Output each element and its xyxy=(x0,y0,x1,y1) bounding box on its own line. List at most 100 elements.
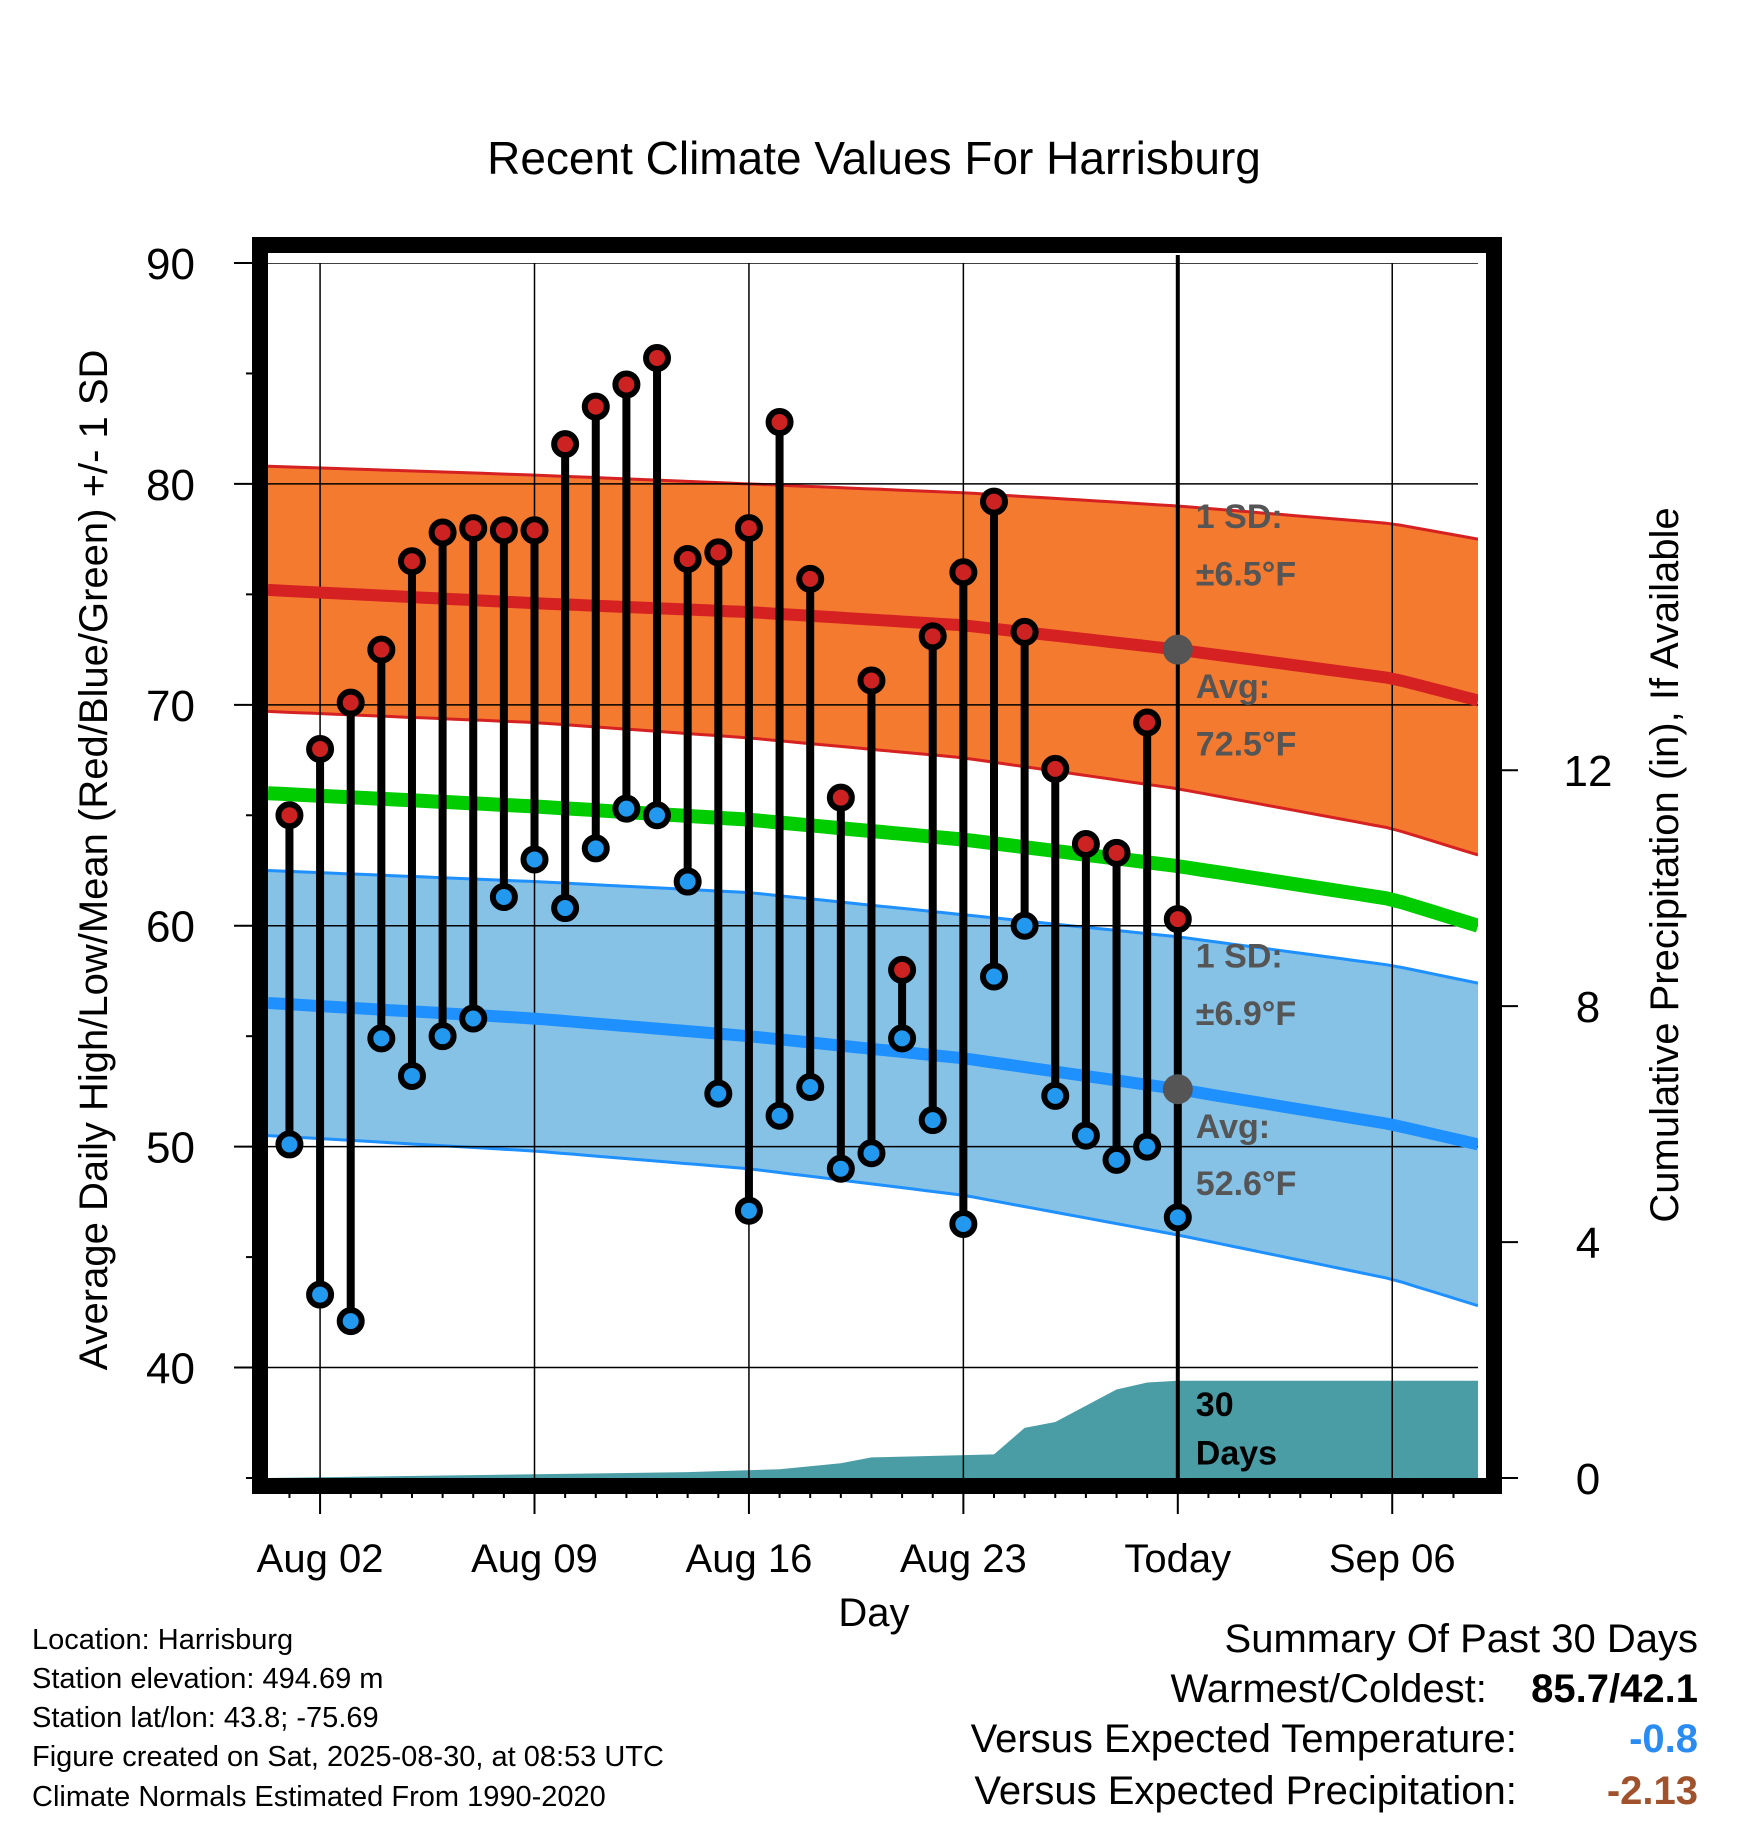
low-temp-point xyxy=(612,794,641,823)
precip-period-unit: Days xyxy=(1196,1435,1277,1473)
x-tick-label: Sep 06 xyxy=(1329,1537,1456,1581)
y-tick-label: 60 xyxy=(146,903,195,952)
high-temp-point xyxy=(1010,617,1039,646)
warm-cold-value: 85.7/42.1 xyxy=(1531,1667,1698,1711)
high-temp-point xyxy=(520,516,549,545)
low-temp-point xyxy=(1163,1203,1192,1232)
low-temp-point xyxy=(765,1101,794,1130)
y2-tick-label: 12 xyxy=(1564,747,1613,796)
y2-tick-label: 8 xyxy=(1576,983,1600,1032)
high-sd-value: ±6.5°F xyxy=(1196,556,1296,594)
low-temp-point xyxy=(643,801,672,830)
high-temp-point xyxy=(857,666,886,695)
high-temp-point xyxy=(980,487,1008,516)
high-temp-point xyxy=(765,408,794,437)
high-temp-point xyxy=(918,622,947,651)
low-temp-point xyxy=(704,1079,733,1108)
low-temp-point xyxy=(734,1196,763,1225)
low-temp-point xyxy=(489,883,518,912)
high-avg-label: Avg: xyxy=(1196,668,1270,706)
high-avg-value: 72.5°F xyxy=(1196,726,1297,764)
high-temp-point xyxy=(888,955,917,984)
low-temp-point xyxy=(1102,1145,1131,1174)
latlon-text: Station lat/lon: 43.8; -75.69 xyxy=(32,1702,379,1734)
precip-value: -2.13 xyxy=(1606,1769,1698,1813)
high-sd-band xyxy=(268,466,1478,855)
summary-title: Summary Of Past 30 Days xyxy=(1224,1617,1698,1661)
location-text: Location: Harrisburg xyxy=(32,1624,294,1656)
high-temp-point xyxy=(489,516,518,545)
today-high-avg-marker xyxy=(1162,634,1193,665)
high-temp-point xyxy=(734,514,763,543)
summary-temp: Versus Expected Temperature: -0.8 xyxy=(971,1717,1698,1762)
low-avg-value: 52.6°F xyxy=(1196,1165,1297,1203)
y-axis-title: Average Daily High/Low/Mean (Red/Blue/Gr… xyxy=(72,350,116,1371)
y2-tick-label: 0 xyxy=(1576,1455,1600,1504)
normals-text: Climate Normals Estimated From 1990-2020 xyxy=(32,1781,606,1813)
low-temp-point xyxy=(428,1022,457,1051)
high-temp-point xyxy=(551,430,580,459)
x-tick-label: Aug 02 xyxy=(257,1537,384,1581)
y-tick-label: 90 xyxy=(146,240,195,289)
x-tick-label: Aug 16 xyxy=(686,1537,813,1581)
low-temp-point xyxy=(1071,1121,1100,1150)
high-temp-point xyxy=(673,545,702,574)
high-temp-point xyxy=(826,783,855,812)
y-tick-label: 50 xyxy=(146,1124,195,1173)
high-temp-point xyxy=(643,343,672,372)
temp-value: -0.8 xyxy=(1629,1717,1698,1761)
low-temp-point xyxy=(1133,1132,1162,1161)
high-temp-point xyxy=(1163,905,1192,934)
high-temp-point xyxy=(949,558,978,587)
low-temp-point xyxy=(796,1072,825,1101)
low-temp-point xyxy=(949,1209,978,1238)
plot-frame xyxy=(252,237,1502,1494)
x-tick-label: Aug 23 xyxy=(900,1537,1027,1581)
high-band-upper-edge xyxy=(268,464,1478,541)
low-temp-point xyxy=(275,1130,304,1159)
precip-label: Versus Expected Precipitation: xyxy=(974,1769,1517,1813)
created-text: Figure created on Sat, 2025-08-30, at 08… xyxy=(32,1741,664,1773)
summary-warm-cold: Warmest/Coldest: 85.7/42.1 xyxy=(1171,1667,1699,1712)
summary-precip: Versus Expected Precipitation: -2.13 xyxy=(974,1769,1698,1814)
y-tick-label: 70 xyxy=(146,682,195,731)
high-temp-point xyxy=(275,801,304,830)
x-axis-title: Day xyxy=(838,1591,909,1635)
high-temp-point xyxy=(1041,754,1070,783)
high-temp-point xyxy=(581,392,610,421)
low-temp-point xyxy=(459,1004,488,1033)
high-temp-point xyxy=(612,370,641,399)
y-tick-label: 40 xyxy=(146,1345,195,1394)
y2-axis-title: Cumulative Precipitation (in), If Availa… xyxy=(1643,507,1687,1222)
low-temp-point xyxy=(918,1106,947,1135)
low-temp-point xyxy=(826,1154,855,1183)
temp-label: Versus Expected Temperature: xyxy=(970,1717,1517,1761)
low-temp-point xyxy=(581,834,610,863)
today-low-avg-marker xyxy=(1162,1074,1193,1105)
low-temp-point xyxy=(306,1280,335,1309)
precip-period-value: 30 xyxy=(1196,1386,1234,1424)
high-temp-point xyxy=(306,735,335,763)
x-tick-label: Today xyxy=(1124,1537,1231,1581)
low-temp-point xyxy=(551,894,580,923)
low-temp-point xyxy=(520,845,549,874)
high-temp-point xyxy=(1071,829,1100,858)
high-temp-point xyxy=(367,635,396,664)
chart-title: Recent Climate Values For Harrisburg xyxy=(487,132,1261,184)
low-temp-point xyxy=(980,962,1008,991)
precip-area xyxy=(268,1380,1478,1478)
y2-tick-label: 4 xyxy=(1576,1219,1600,1268)
high-temp-point xyxy=(459,514,488,543)
high-temp-point xyxy=(704,538,733,567)
high-sd-label: 1 SD: xyxy=(1196,498,1283,536)
low-temp-point xyxy=(857,1139,886,1168)
high-temp-point xyxy=(428,518,457,547)
low-sd-value: ±6.9°F xyxy=(1196,995,1296,1033)
high-temp-point xyxy=(336,688,365,717)
low-temp-point xyxy=(336,1307,365,1336)
high-temp-point xyxy=(796,564,825,593)
warm-cold-label: Warmest/Coldest: xyxy=(1170,1667,1487,1711)
low-temp-point xyxy=(1041,1081,1070,1110)
low-temp-point xyxy=(888,1024,917,1053)
